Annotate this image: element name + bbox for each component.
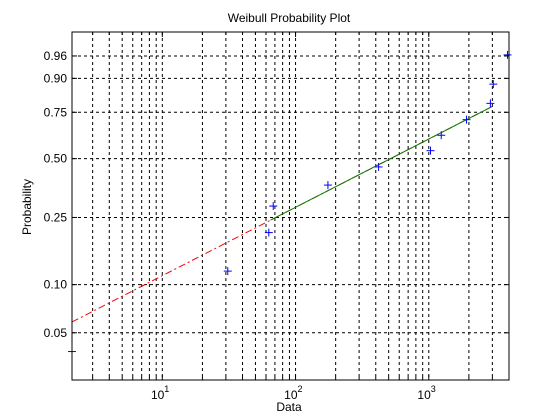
tick-marks xyxy=(72,32,510,380)
fit-line-solid xyxy=(270,106,491,221)
fit-line xyxy=(71,105,493,323)
x-tick-label-base: 10 xyxy=(417,388,431,402)
x-tick-label-exponent: 3 xyxy=(431,384,436,394)
data-point xyxy=(462,115,471,124)
grid-lines xyxy=(72,32,510,380)
x-tick-label-exponent: 1 xyxy=(164,384,169,394)
y-tick-label: 0.96 xyxy=(44,49,68,63)
data-point xyxy=(486,99,495,108)
axes-box xyxy=(71,31,510,381)
data-point xyxy=(503,50,512,59)
data-point xyxy=(269,202,278,211)
data-point xyxy=(426,146,435,155)
x-tick-labels: 10 1 10 2 10 3 xyxy=(151,384,436,402)
y-tick-label: 0.75 xyxy=(44,105,68,119)
x-axis-label: Data xyxy=(276,400,302,414)
y-tick-label: 0.90 xyxy=(44,71,68,85)
chart-title: Weibull Probability Plot xyxy=(228,11,351,25)
x-tick-label-exponent: 2 xyxy=(298,384,303,394)
data-point xyxy=(374,162,383,171)
data-point xyxy=(323,181,332,190)
data-point xyxy=(437,131,446,140)
data-point xyxy=(264,228,273,237)
data-markers xyxy=(68,50,512,356)
y-tick-labels: 0.05 0.10 0.25 0.50 0.75 0.90 0.96 xyxy=(44,49,68,340)
x-tick-label-base: 10 xyxy=(284,388,298,402)
y-axis-label: Probability xyxy=(20,179,34,235)
y-tick-label: 0.05 xyxy=(44,326,68,340)
data-point xyxy=(223,267,232,276)
data-point xyxy=(489,80,498,89)
y-tick-label: 0.25 xyxy=(44,210,68,224)
y-tick-label: 0.10 xyxy=(44,278,68,292)
y-tick-label: 0.50 xyxy=(44,152,68,166)
x-tick-label-base: 10 xyxy=(151,388,165,402)
